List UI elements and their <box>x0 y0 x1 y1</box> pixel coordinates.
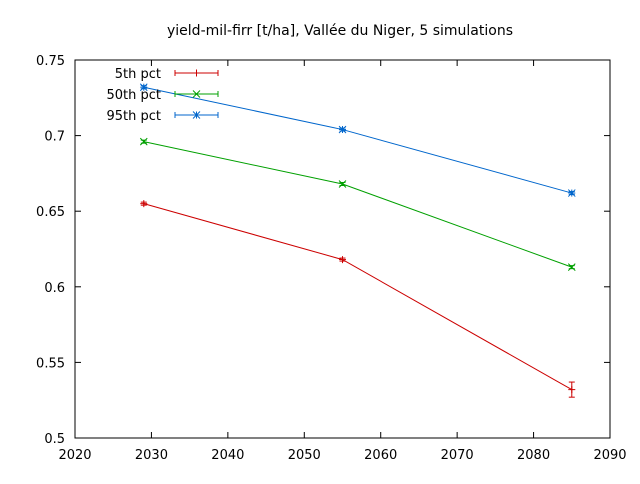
data-point <box>567 189 576 197</box>
x-tick-label: 2080 <box>517 448 550 463</box>
data-point <box>139 137 148 146</box>
legend-entry-1: 50th pct <box>106 88 219 103</box>
y-tick-label: 0.55 <box>36 356 65 371</box>
legend-marker <box>193 69 200 77</box>
y-tick-label: 0.7 <box>44 130 65 145</box>
x-tick-label: 2090 <box>593 448 626 463</box>
data-point <box>568 386 576 394</box>
y-tick-label: 0.75 <box>36 54 65 69</box>
data-point <box>338 125 347 134</box>
plot-border <box>74 59 611 439</box>
y-tick-label: 0.6 <box>44 281 65 296</box>
data-point <box>338 180 347 188</box>
x-tick-label: 2040 <box>211 448 244 463</box>
data-point <box>140 200 148 208</box>
axes: 2020 2030 2040 2050 2060 2070 2080 2090 0.5 0.55 0… <box>36 54 627 463</box>
legend-entry-0: 5th pct <box>115 67 219 82</box>
data-point <box>139 83 148 92</box>
legend-marker <box>192 111 201 119</box>
y-tick-label: 0.5 <box>44 432 65 447</box>
x-tick-label: 2060 <box>364 448 397 463</box>
x-tick-label: 2020 <box>58 448 91 463</box>
series-line <box>143 141 572 268</box>
series-layer <box>139 83 576 398</box>
x-tick-label: 2030 <box>135 448 168 463</box>
series-0 <box>140 200 576 398</box>
legend-label: 95th pct <box>106 109 161 124</box>
y-tick-label: 0.65 <box>36 205 65 220</box>
series-line <box>143 86 572 194</box>
series-1 <box>139 137 576 271</box>
series-2 <box>139 83 576 197</box>
x-tick-label: 2050 <box>288 448 321 463</box>
x-tick-label: 2070 <box>441 448 474 463</box>
series-line <box>143 203 573 391</box>
legend-label: 5th pct <box>115 67 161 82</box>
data-point <box>567 263 576 271</box>
legend-entry-2: 95th pct <box>106 109 219 124</box>
data-point <box>339 256 346 264</box>
chart-title: yield-mil-firr [t/ha], Vallée du Niger, … <box>167 23 513 39</box>
legend-label: 50th pct <box>106 88 161 103</box>
legend: 5th pct 50th pct 95th pct <box>106 67 219 124</box>
legend-marker <box>192 90 201 98</box>
